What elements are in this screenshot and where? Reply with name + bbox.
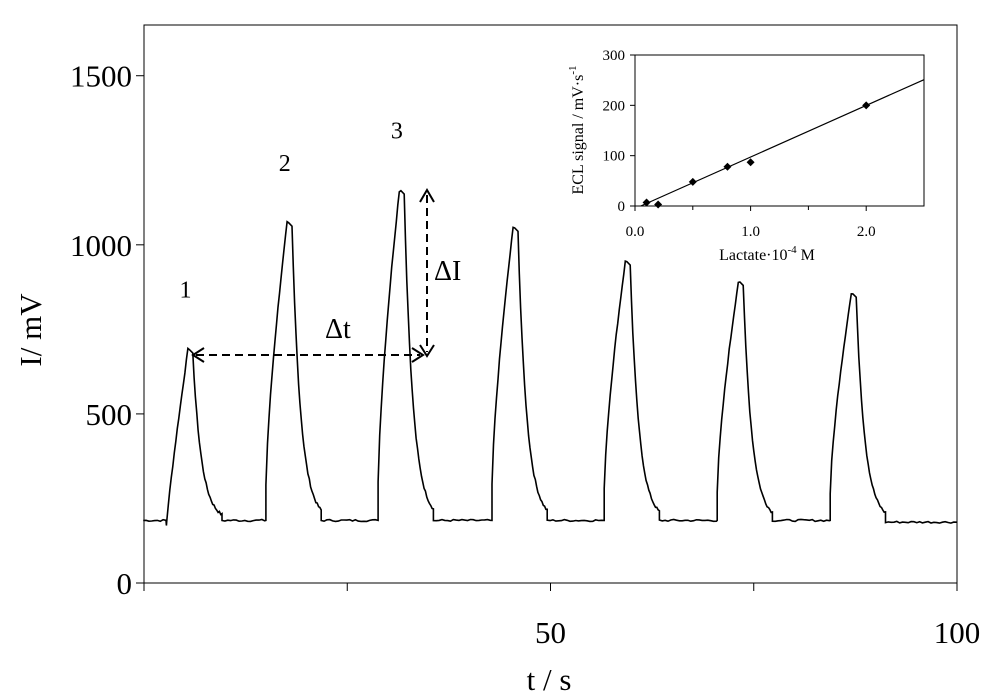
main-y-tick-label: 500 <box>86 397 133 432</box>
main-y-tick-label: 0 <box>117 566 133 601</box>
inset-y-tick-label: 0 <box>618 199 626 215</box>
delta-t-arrow <box>191 347 425 363</box>
delta-i-label: ΔI <box>434 256 461 287</box>
main-x-axis: 50 100 <box>143 583 981 650</box>
inset-y-axis-title: ECL signal / mV·s-1 <box>567 65 587 194</box>
inset-x-axis: 0.0 1.0 2.0 <box>626 206 876 240</box>
inset-data-point <box>746 158 755 167</box>
inset-data-point <box>654 200 663 209</box>
inset-plot-frame <box>634 54 925 207</box>
ecl-trace-line <box>143 189 957 526</box>
inset-x-tick-label: 0.0 <box>626 224 645 240</box>
inset-y-tick-label: 200 <box>603 98 626 114</box>
inset-y-axis: 0 100 200 300 <box>603 48 635 215</box>
main-x-tick-label: 100 <box>934 615 981 650</box>
main-y-tick-label: 1000 <box>70 228 132 263</box>
inset-x-tick-label: 1.0 <box>741 224 760 240</box>
inset-data-points <box>642 101 871 209</box>
main-y-axis: 0 500 1000 1500 <box>70 59 144 601</box>
inset-data-point <box>688 177 697 186</box>
inset-data-point <box>862 101 871 110</box>
inset-data-point <box>723 162 732 171</box>
inset-fit-line <box>640 79 925 207</box>
peak-labels: 1 2 3 <box>180 119 403 304</box>
peak-label: 2 <box>279 151 291 177</box>
inset-x-axis-title: Lactate·10-4 M <box>719 244 815 264</box>
main-y-tick-label: 1500 <box>70 59 132 94</box>
delta-i-arrow <box>419 188 435 358</box>
inset-y-tick-label: 300 <box>603 48 626 64</box>
delta-t-label: Δt <box>325 314 351 345</box>
inset-data-point <box>642 198 651 207</box>
main-y-axis-title: I/ mV <box>13 293 48 367</box>
peak-label: 1 <box>180 278 192 304</box>
main-x-axis-title: t / s <box>527 662 572 697</box>
inset-x-tick-label: 2.0 <box>857 224 876 240</box>
peak-label: 3 <box>391 119 403 145</box>
main-x-tick-label: 50 <box>535 615 566 650</box>
inset-chart: 0 100 200 300 0.0 1.0 2.0 Lactate·10-4 M ECL … <box>567 48 925 264</box>
inset-y-tick-label: 100 <box>603 149 626 165</box>
